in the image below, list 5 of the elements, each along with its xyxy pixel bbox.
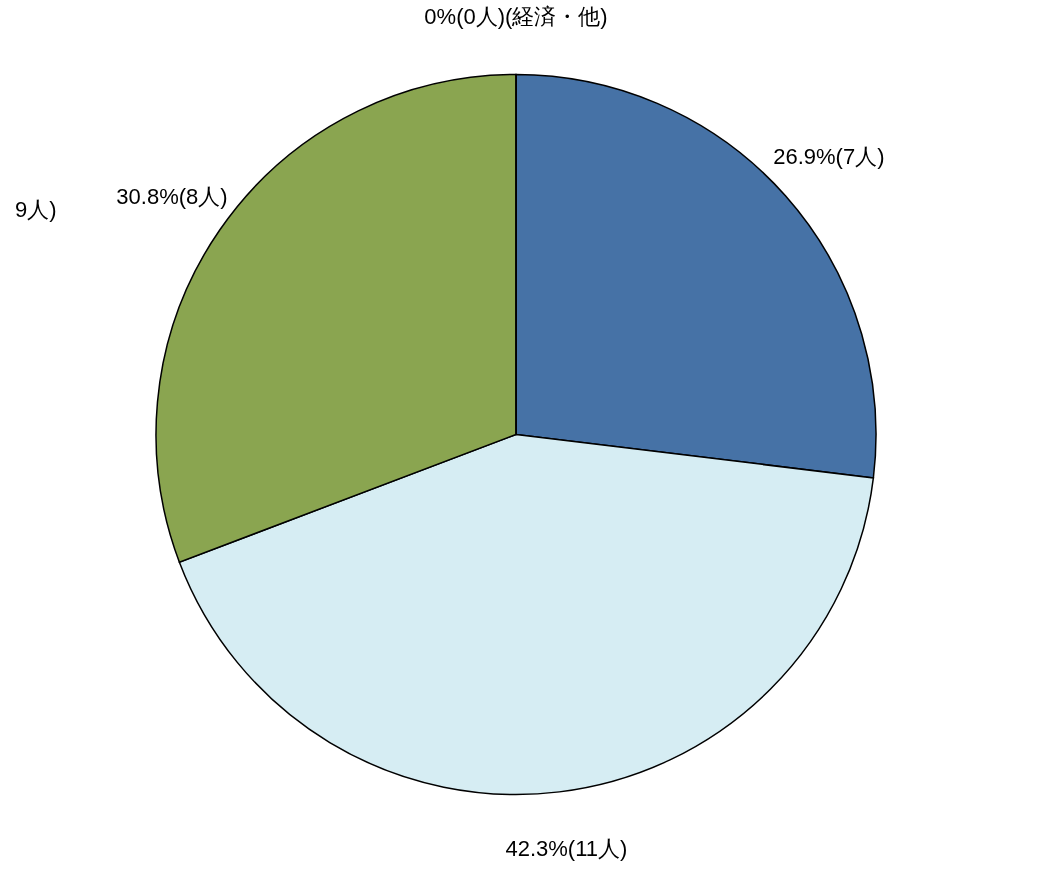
data-label: 30.8%(8人) xyxy=(116,184,228,210)
data-label: 42.3%(11人) xyxy=(505,836,628,862)
text: 9人) xyxy=(15,197,57,222)
data-label: 26.9%(7人) xyxy=(773,144,885,170)
text: 0%(0人)(経済・他) xyxy=(424,3,608,29)
